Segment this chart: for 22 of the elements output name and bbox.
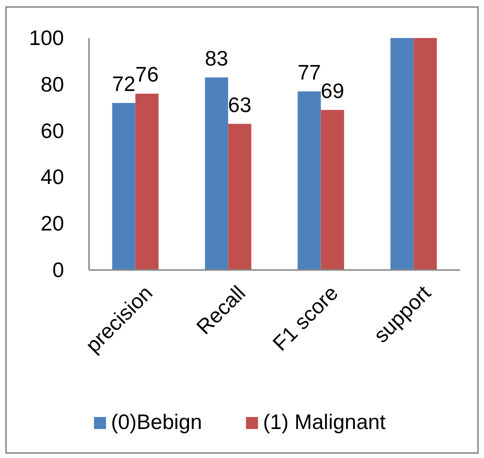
data-label: 83 bbox=[204, 47, 228, 70]
bar bbox=[390, 38, 414, 270]
bar bbox=[228, 124, 252, 270]
data-label: 72 bbox=[112, 72, 136, 96]
y-tick-label: 60 bbox=[40, 120, 64, 143]
y-tick-label: 20 bbox=[40, 212, 64, 236]
bar bbox=[112, 102, 136, 270]
bar bbox=[414, 38, 437, 270]
y-tick-label: 80 bbox=[40, 73, 64, 96]
bar bbox=[135, 94, 159, 270]
y-tick-label: 40 bbox=[40, 166, 64, 190]
data-label: 77 bbox=[298, 61, 321, 84]
data-label: 69 bbox=[320, 80, 344, 103]
data-label: 63 bbox=[228, 94, 252, 117]
bar bbox=[204, 77, 228, 270]
data-label: 76 bbox=[135, 64, 159, 87]
y-tick-label: 100 bbox=[28, 27, 64, 50]
legend-label: (0)Bebign bbox=[111, 411, 202, 434]
legend-label: (1) Malignant bbox=[263, 411, 386, 434]
bar bbox=[320, 110, 344, 270]
y-tick-label: 0 bbox=[52, 259, 64, 282]
bar bbox=[298, 91, 321, 270]
